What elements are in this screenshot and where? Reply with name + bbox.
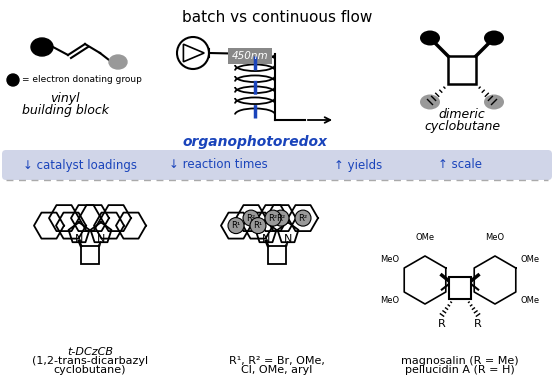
Text: N: N <box>75 234 83 244</box>
Ellipse shape <box>31 38 53 56</box>
Text: OMe: OMe <box>521 296 540 305</box>
Polygon shape <box>236 205 266 231</box>
Text: (1,2-trans-dicarbazyl: (1,2-trans-dicarbazyl <box>32 356 148 366</box>
Text: N: N <box>262 234 270 244</box>
Circle shape <box>228 218 244 234</box>
Text: OMe: OMe <box>416 234 434 242</box>
Text: MeO: MeO <box>380 255 399 264</box>
Polygon shape <box>101 205 131 231</box>
Text: N: N <box>97 234 105 244</box>
Bar <box>81 246 99 264</box>
Ellipse shape <box>484 30 504 45</box>
Text: t-DCzCB: t-DCzCB <box>67 347 113 357</box>
Polygon shape <box>474 256 516 304</box>
Text: R²: R² <box>269 214 278 223</box>
Text: R: R <box>438 319 446 329</box>
Circle shape <box>295 210 311 226</box>
Bar <box>448 56 476 84</box>
Text: dimeric: dimeric <box>439 108 485 121</box>
Circle shape <box>250 218 266 234</box>
FancyBboxPatch shape <box>2 150 552 180</box>
Text: vinyl: vinyl <box>50 92 80 105</box>
Polygon shape <box>278 222 299 242</box>
Circle shape <box>273 210 289 226</box>
Polygon shape <box>255 222 276 242</box>
Polygon shape <box>243 213 273 239</box>
Text: organophotoredox: organophotoredox <box>182 135 327 149</box>
Text: MeO: MeO <box>485 234 505 242</box>
Text: R¹: R¹ <box>232 221 240 230</box>
Circle shape <box>177 37 209 69</box>
Polygon shape <box>288 205 318 231</box>
Polygon shape <box>71 205 101 231</box>
Polygon shape <box>258 205 288 231</box>
Text: 450nm: 450nm <box>232 51 268 61</box>
Polygon shape <box>49 205 79 231</box>
Bar <box>449 277 471 299</box>
Ellipse shape <box>109 55 127 69</box>
Text: Cl, OMe, aryl: Cl, OMe, aryl <box>242 365 312 375</box>
Polygon shape <box>79 205 109 231</box>
Text: R²: R² <box>276 214 285 223</box>
Text: ↑ scale: ↑ scale <box>438 158 482 171</box>
Polygon shape <box>221 213 251 239</box>
Polygon shape <box>56 213 86 239</box>
Text: MeO: MeO <box>380 296 399 305</box>
Ellipse shape <box>484 94 504 109</box>
Ellipse shape <box>420 30 440 45</box>
Ellipse shape <box>420 94 440 109</box>
Polygon shape <box>183 44 204 62</box>
Text: ↓ catalyst loadings: ↓ catalyst loadings <box>23 158 137 171</box>
Text: R: R <box>474 319 482 329</box>
Text: ↑ yields: ↑ yields <box>334 158 382 171</box>
Text: batch vs continuous flow: batch vs continuous flow <box>182 10 372 25</box>
Text: cyclobutane): cyclobutane) <box>54 365 126 375</box>
Text: ↓ reaction times: ↓ reaction times <box>168 158 268 171</box>
Polygon shape <box>94 213 124 239</box>
Polygon shape <box>266 205 296 231</box>
Circle shape <box>265 210 281 226</box>
Polygon shape <box>404 256 446 304</box>
Text: pellucidin A (R = H): pellucidin A (R = H) <box>405 365 515 375</box>
Text: R¹, R² = Br, OMe,: R¹, R² = Br, OMe, <box>229 356 325 366</box>
Polygon shape <box>69 222 89 242</box>
Text: R²: R² <box>247 214 255 223</box>
Text: N: N <box>284 234 292 244</box>
Text: R²: R² <box>299 214 307 223</box>
Polygon shape <box>34 213 64 239</box>
Bar <box>268 246 286 264</box>
Text: R¹: R¹ <box>253 221 263 230</box>
Circle shape <box>243 210 259 226</box>
Text: cyclobutane: cyclobutane <box>424 120 500 133</box>
Text: building block: building block <box>22 104 109 117</box>
Bar <box>228 48 272 64</box>
Text: = electron donating group: = electron donating group <box>22 75 142 85</box>
Polygon shape <box>90 222 111 242</box>
Polygon shape <box>116 213 146 239</box>
Circle shape <box>7 74 19 86</box>
Text: magnosalin (R = Me): magnosalin (R = Me) <box>401 356 519 366</box>
Text: OMe: OMe <box>521 255 540 264</box>
